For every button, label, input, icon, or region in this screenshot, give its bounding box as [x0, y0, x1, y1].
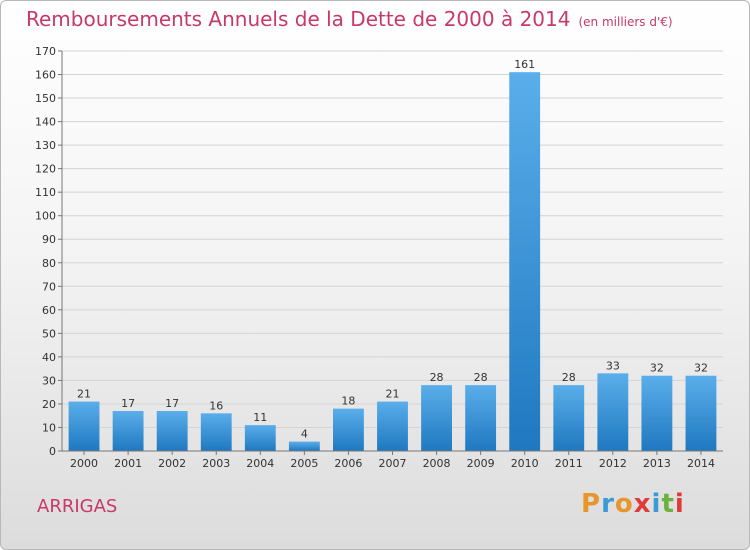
bar — [244, 425, 276, 451]
logo-letter: o — [614, 489, 634, 519]
x-tick-label: 2013 — [643, 457, 671, 470]
bar-value-label: 161 — [514, 58, 535, 71]
logo-letter: t — [661, 489, 675, 519]
bar-value-label: 18 — [341, 395, 355, 408]
bar — [641, 375, 673, 451]
bar-value-label: 32 — [650, 362, 664, 375]
bar-value-label: 16 — [209, 399, 223, 412]
bar — [288, 441, 320, 451]
logo-letter: r — [601, 489, 615, 519]
y-tick-label: 110 — [35, 186, 56, 199]
y-tick-label: 90 — [42, 233, 56, 246]
y-tick-label: 120 — [35, 163, 56, 176]
bar — [156, 411, 188, 451]
y-tick-label: 80 — [42, 257, 56, 270]
bar-value-label: 28 — [430, 371, 444, 384]
x-tick-label: 2008 — [423, 457, 451, 470]
bar — [200, 413, 232, 451]
x-tick-label: 2001 — [114, 457, 142, 470]
y-tick-label: 50 — [42, 327, 56, 340]
x-tick-label: 2007 — [379, 457, 407, 470]
bar-value-label: 32 — [694, 362, 708, 375]
bar — [68, 401, 100, 451]
x-tick-label: 2002 — [158, 457, 186, 470]
logo-letter: x — [633, 489, 652, 519]
y-tick-label: 130 — [35, 139, 56, 152]
x-tick-label: 2003 — [202, 457, 230, 470]
bar — [377, 401, 408, 451]
chart-title-text: Remboursements Annuels de la Dette de 20… — [26, 7, 571, 31]
bar — [465, 385, 497, 451]
bar — [685, 375, 717, 451]
bar — [112, 411, 144, 451]
chart-title: Remboursements Annuels de la Dette de 20… — [26, 7, 673, 31]
x-tick-label: 2011 — [555, 457, 583, 470]
bar — [333, 408, 364, 451]
bar — [597, 373, 629, 451]
bar-value-label: 4 — [301, 428, 308, 441]
y-tick-label: 30 — [42, 374, 56, 387]
bar-value-label: 11 — [253, 411, 267, 424]
bar-value-label: 28 — [562, 371, 576, 384]
bar — [553, 385, 585, 451]
x-tick-label: 2012 — [599, 457, 627, 470]
logo-letter: i — [651, 489, 662, 519]
y-tick-label: 100 — [35, 210, 56, 223]
axes: 0 10 20 30 40 50 60 70 80 90 100 110 120 130 140 150 160… — [35, 45, 723, 470]
y-tick-label: 40 — [42, 351, 56, 364]
proxiti-logo: Proxiti — [581, 489, 685, 519]
y-tick-label: 10 — [42, 421, 56, 434]
x-tick-label: 2006 — [334, 457, 362, 470]
x-tick-label: 2014 — [687, 457, 715, 470]
x-tick-label: 2010 — [511, 457, 539, 470]
bars: 21 17 17 16 11 4 18 21 28 28 161 28 33 32 32 — [68, 58, 717, 452]
bar — [509, 72, 541, 452]
bar-value-label: 17 — [165, 397, 179, 410]
y-tick-label: 20 — [42, 398, 56, 411]
commune-name: ARRIGAS — [37, 496, 118, 517]
bar-value-label: 28 — [474, 371, 488, 384]
logo-letter: P — [581, 489, 602, 519]
logo-letter: i — [674, 489, 685, 519]
chart-unit: (en milliers d'€) — [578, 15, 673, 29]
x-tick-label: 2000 — [70, 457, 98, 470]
y-tick-label: 160 — [35, 69, 56, 82]
bar-value-label: 17 — [121, 397, 135, 410]
x-tick-label: 2004 — [246, 457, 274, 470]
y-tick-label: 0 — [49, 445, 56, 458]
bar-value-label: 21 — [386, 388, 400, 401]
y-tick-label: 140 — [35, 116, 56, 129]
y-tick-label: 60 — [42, 304, 56, 317]
y-tick-label: 150 — [35, 92, 56, 105]
x-tick-label: 2009 — [467, 457, 495, 470]
bar — [421, 385, 452, 451]
bar-value-label: 33 — [606, 359, 620, 372]
bar-value-label: 21 — [77, 388, 91, 401]
y-tick-label: 70 — [42, 280, 56, 293]
x-tick-label: 2005 — [290, 457, 318, 470]
y-tick-label: 170 — [35, 45, 56, 58]
